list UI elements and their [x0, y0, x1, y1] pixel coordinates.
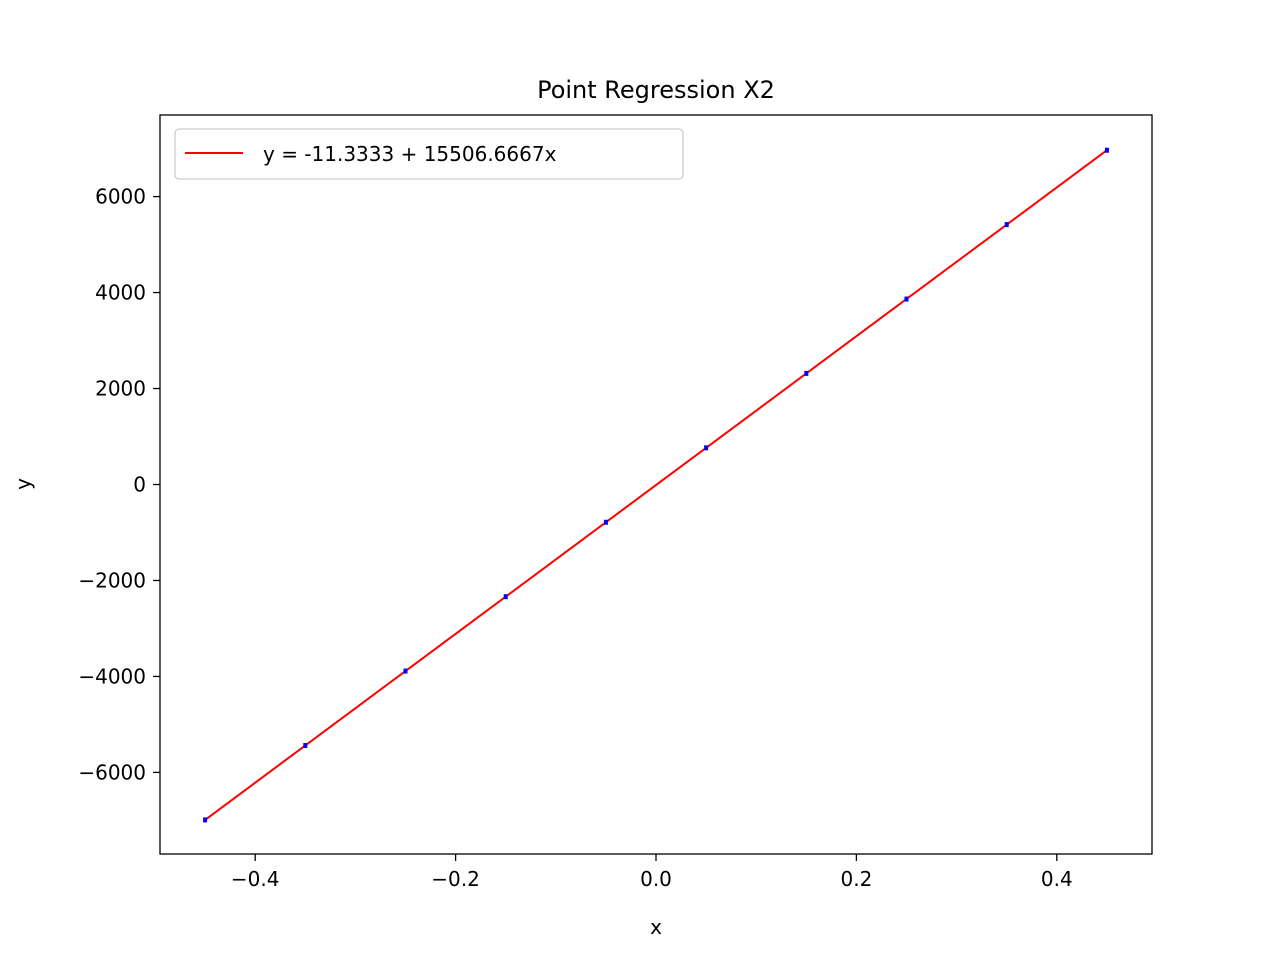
- data-point: [403, 668, 408, 674]
- series-layer: [203, 147, 1109, 823]
- data-point: [503, 594, 508, 600]
- x-axis-ticks: −0.4 −0.2 0.0 0.2 0.4: [231, 854, 1073, 891]
- data-point: [1104, 147, 1109, 153]
- x-tick-label: 0.4: [1041, 867, 1073, 891]
- regression-line: [204, 149, 1108, 821]
- x-axis-label: x: [650, 915, 662, 939]
- y-tick-label: 0: [133, 473, 146, 497]
- legend-box: [174, 128, 684, 180]
- data-point: [203, 817, 208, 823]
- x-tick-label: −0.2: [431, 867, 480, 891]
- y-axis-label: y: [11, 478, 35, 490]
- legend: y = -11.3333 + 15506.6667x: [174, 128, 684, 180]
- y-tick-label: 2000: [95, 377, 146, 401]
- data-point: [704, 445, 709, 451]
- y-tick-label: 4000: [95, 281, 146, 305]
- x-tick-label: 0.0: [640, 867, 672, 891]
- x-tick-label: 0.2: [840, 867, 872, 891]
- data-point: [1004, 222, 1009, 228]
- legend-label: y = -11.3333 + 15506.6667x: [263, 142, 557, 166]
- plot-frame: [159, 114, 1153, 855]
- chart-title: Point Regression X2: [537, 76, 775, 104]
- y-tick-label: −6000: [78, 760, 146, 784]
- x-tick-label: −0.4: [231, 867, 280, 891]
- data-point: [904, 296, 909, 302]
- data-point: [303, 743, 308, 749]
- data-point: [804, 370, 809, 376]
- y-axis-ticks: −6000 −4000 −2000 0 2000 4000 6000: [78, 185, 160, 784]
- data-point: [603, 519, 608, 525]
- y-tick-label: −2000: [78, 568, 146, 592]
- y-tick-label: −4000: [78, 664, 146, 688]
- y-tick-label: 6000: [95, 185, 146, 209]
